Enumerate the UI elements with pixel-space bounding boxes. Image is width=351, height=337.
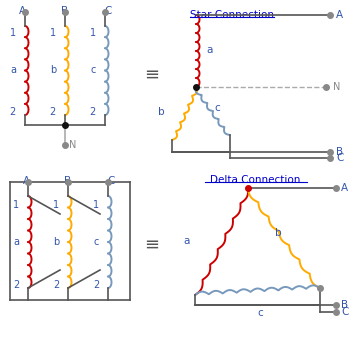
Text: c: c <box>91 65 96 75</box>
Text: Star Connection: Star Connection <box>190 10 274 20</box>
Text: c: c <box>257 308 263 318</box>
Text: B: B <box>336 147 343 157</box>
Text: a: a <box>206 45 212 55</box>
Text: 2: 2 <box>50 107 56 117</box>
Text: A: A <box>19 6 26 16</box>
Text: C: C <box>336 153 343 163</box>
Text: c: c <box>214 103 220 113</box>
Text: B: B <box>341 300 348 310</box>
Text: A: A <box>22 176 29 186</box>
Text: 1: 1 <box>90 28 96 38</box>
Text: 2: 2 <box>53 280 59 290</box>
Text: A: A <box>341 183 348 193</box>
Text: b: b <box>50 65 56 75</box>
Text: Delta Connection: Delta Connection <box>210 175 300 185</box>
Text: a: a <box>183 236 190 246</box>
Text: b: b <box>53 237 59 247</box>
Text: 1: 1 <box>50 28 56 38</box>
Text: C: C <box>104 6 112 16</box>
Text: N: N <box>333 82 340 92</box>
Text: B: B <box>61 6 68 16</box>
Text: 1: 1 <box>13 200 19 210</box>
Text: 1: 1 <box>93 200 99 210</box>
Text: a: a <box>10 65 16 75</box>
Text: 2: 2 <box>90 107 96 117</box>
Text: 1: 1 <box>10 28 16 38</box>
Text: a: a <box>13 237 19 247</box>
Text: 1: 1 <box>53 200 59 210</box>
Text: B: B <box>65 176 72 186</box>
Text: N: N <box>69 140 77 150</box>
Text: b: b <box>158 107 165 117</box>
Text: c: c <box>94 237 99 247</box>
Text: 2: 2 <box>10 107 16 117</box>
Text: b: b <box>275 228 282 238</box>
Text: 2: 2 <box>13 280 19 290</box>
Text: C: C <box>107 176 115 186</box>
Text: ≡: ≡ <box>145 236 160 254</box>
Text: ≡: ≡ <box>145 66 160 84</box>
Text: 2: 2 <box>93 280 99 290</box>
Text: A: A <box>336 10 343 20</box>
Text: C: C <box>341 307 349 317</box>
